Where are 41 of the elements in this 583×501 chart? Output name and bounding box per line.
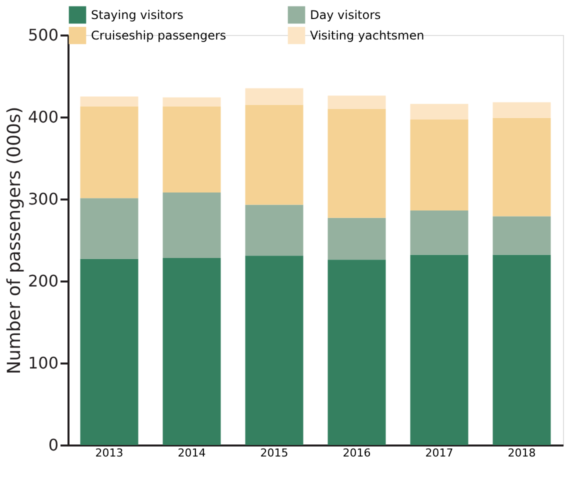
bar xyxy=(328,218,386,260)
bar xyxy=(245,204,304,256)
bar xyxy=(162,106,221,192)
bar xyxy=(410,104,468,120)
y-tick-label: 500 xyxy=(28,26,58,44)
bar xyxy=(245,88,304,105)
bar xyxy=(328,260,386,445)
legend-label: Staying visitors xyxy=(91,8,184,22)
x-tick-label: 2016 xyxy=(342,446,371,460)
bar xyxy=(492,216,551,255)
y-tick-label: 100 xyxy=(28,354,58,372)
y-tick-label: 300 xyxy=(28,190,58,208)
bar xyxy=(245,104,304,205)
legend-label: Cruiseship passengers xyxy=(91,28,226,42)
bar xyxy=(328,108,386,218)
bar xyxy=(328,96,386,109)
y-axis-title: Number of passengers (000s) xyxy=(4,106,25,374)
legend-label: Visiting yachtsmen xyxy=(310,28,424,42)
bar xyxy=(410,254,468,445)
bar xyxy=(410,119,468,210)
x-tick-label: 2014 xyxy=(178,446,206,460)
bar xyxy=(80,258,138,445)
y-tick-label: 200 xyxy=(28,272,58,290)
x-tick-label: 2017 xyxy=(425,446,454,460)
bar xyxy=(80,96,138,106)
bar xyxy=(492,102,551,118)
bar xyxy=(162,258,221,445)
bar xyxy=(492,254,551,445)
x-tick-label: 2015 xyxy=(260,446,288,460)
y-tick-label: 400 xyxy=(28,108,58,126)
bar xyxy=(410,210,468,255)
bar xyxy=(245,256,304,445)
bar xyxy=(492,118,551,216)
bar xyxy=(162,97,221,106)
y-tick-label: 0 xyxy=(48,436,58,454)
bar xyxy=(162,192,221,258)
legend-label: Day visitors xyxy=(310,8,381,22)
x-tick-label: 2018 xyxy=(508,446,536,460)
bar xyxy=(80,198,138,259)
x-tick-label: 2013 xyxy=(95,446,124,460)
bar xyxy=(80,106,138,198)
